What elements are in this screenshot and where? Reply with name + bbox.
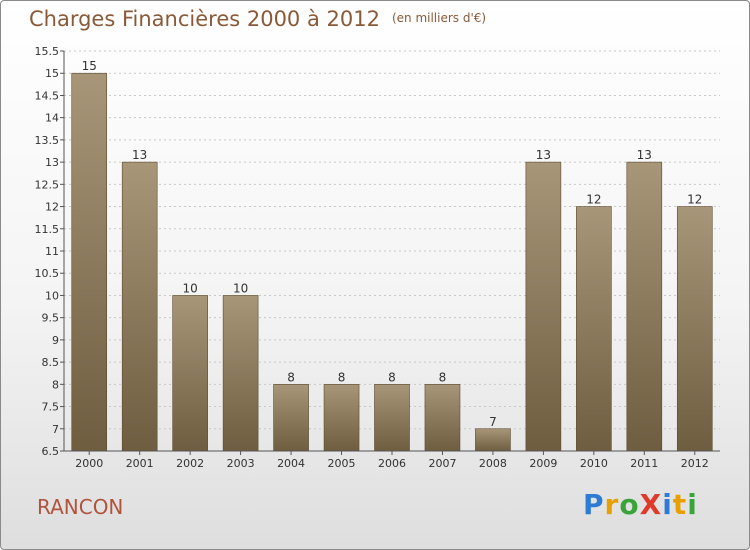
y-tick-label: 14 [45,112,59,125]
x-tick-label: 2007 [428,457,456,470]
x-tick-label: 2001 [126,457,154,470]
data-label: 8 [338,370,346,384]
bar [576,206,612,452]
chart-unit: (en milliers d'€) [391,11,487,25]
y-tick-label: 11 [45,245,59,258]
proxiti-logo: ProXiti [583,488,698,521]
chart-title: Charges Financières 2000 à 2012 (en milli… [29,7,486,31]
data-label: 10 [233,281,248,295]
data-label: 13 [637,148,652,162]
y-tick-label: 12 [45,201,59,214]
x-tick-label: 2006 [378,457,406,470]
data-label: 12 [586,193,601,207]
y-tick-label: 15.5 [35,45,60,58]
y-tick-label: 10 [45,289,59,302]
x-tick-label: 2002 [176,457,204,470]
bar [676,206,713,452]
y-tick-label: 11.5 [35,223,60,236]
y-tick-label: 10.5 [35,267,60,280]
x-tick-label: 2010 [580,457,608,470]
y-tick-label: 6.5 [42,445,60,458]
data-label: 12 [687,193,702,207]
bar [273,384,309,452]
x-tick-label: 2011 [630,457,658,470]
y-tick-label: 9 [52,334,59,347]
bar [222,295,259,452]
data-label: 13 [132,148,147,162]
data-label: 15 [82,59,97,73]
y-tick-label: 14.5 [35,89,60,102]
data-label: 10 [183,281,198,295]
y-tick-label: 8.5 [42,356,60,369]
data-label: 13 [536,148,551,162]
y-tick-label: 15 [45,67,59,80]
x-tick-label: 2004 [277,457,305,470]
data-label: 8 [388,370,396,384]
x-tick-label: 2012 [681,457,709,470]
x-tick-label: 2009 [529,457,557,470]
y-tick-label: 13 [45,156,59,169]
data-label: 8 [439,370,447,384]
chart-title-text: Charges Financières 2000 à 2012 [29,7,380,31]
y-tick-label: 9.5 [42,312,60,325]
x-tick-label: 2008 [479,457,507,470]
data-label: 8 [287,370,295,384]
data-label: 7 [489,415,497,429]
y-tick-label: 13.5 [35,134,60,147]
y-tick-label: 8 [52,378,59,391]
y-tick-label: 7 [52,423,59,436]
bar [424,384,461,452]
bar [626,161,663,452]
bar [525,161,562,452]
y-tick-label: 7.5 [42,401,60,414]
x-tick-label: 2003 [227,457,255,470]
bar [172,295,208,452]
y-tick-label: 12.5 [35,178,60,191]
bar [323,384,360,452]
bar [121,161,158,452]
x-tick-label: 2000 [75,457,103,470]
x-tick-label: 2005 [328,457,356,470]
bar [71,72,108,452]
bar [475,428,511,452]
bar [374,384,410,452]
place-name: RANCON [37,495,124,519]
